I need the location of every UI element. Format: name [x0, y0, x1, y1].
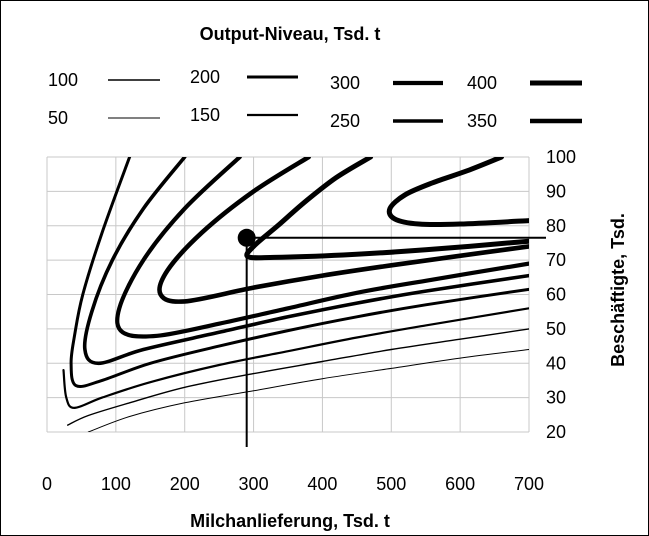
legend: 100 200 300 400 50 150 250 350	[48, 67, 582, 131]
y-tick-label: 60	[546, 285, 566, 305]
isoquant-200	[69, 157, 529, 389]
x-axis-label: Milchanlieferung, Tsd. t	[190, 511, 390, 531]
x-axis: 0 100 200 300 400 500 600 700	[42, 474, 544, 494]
chart-title: Output-Niveau, Tsd. t	[200, 24, 381, 44]
x-tick-label: 500	[376, 474, 406, 494]
isoquant-400	[386, 157, 529, 228]
isoquant-50	[87, 349, 529, 432]
y-axis-label: Beschäftigte, Tsd.	[608, 213, 628, 367]
y-tick-label: 90	[546, 181, 566, 201]
isoquant-150	[62, 307, 529, 409]
isoquant-250	[82, 157, 529, 366]
y-tick-label: 50	[546, 319, 566, 339]
legend-label: 400	[467, 73, 497, 93]
legend-label: 100	[48, 70, 78, 90]
curves	[62, 157, 529, 432]
isoquant-300	[115, 157, 529, 339]
y-tick-label: 80	[546, 216, 566, 236]
x-tick-label: 300	[239, 474, 269, 494]
x-tick-label: 0	[42, 474, 52, 494]
y-tick-label: 20	[546, 422, 566, 442]
y-tick-label: 40	[546, 353, 566, 373]
x-tick-label: 100	[101, 474, 131, 494]
y-axis: 20 30 40 50 60 70 80 90 100	[546, 147, 576, 442]
legend-label: 300	[330, 73, 360, 93]
y-tick-label: 100	[546, 147, 576, 167]
legend-label: 50	[48, 108, 68, 128]
legend-label: 150	[190, 105, 220, 125]
y-tick-label: 70	[546, 250, 566, 270]
legend-label: 250	[330, 111, 360, 131]
optimum-point	[237, 228, 256, 247]
x-tick-label: 400	[307, 474, 337, 494]
x-tick-label: 600	[445, 474, 475, 494]
y-tick-label: 30	[546, 388, 566, 408]
x-tick-label: 700	[514, 474, 544, 494]
x-tick-label: 200	[170, 474, 200, 494]
annotations	[237, 228, 546, 447]
isoquant-100	[67, 328, 529, 426]
isoquant-350	[157, 157, 529, 304]
grid	[46, 156, 530, 433]
legend-label: 350	[467, 111, 497, 131]
legend-label: 200	[190, 67, 220, 87]
